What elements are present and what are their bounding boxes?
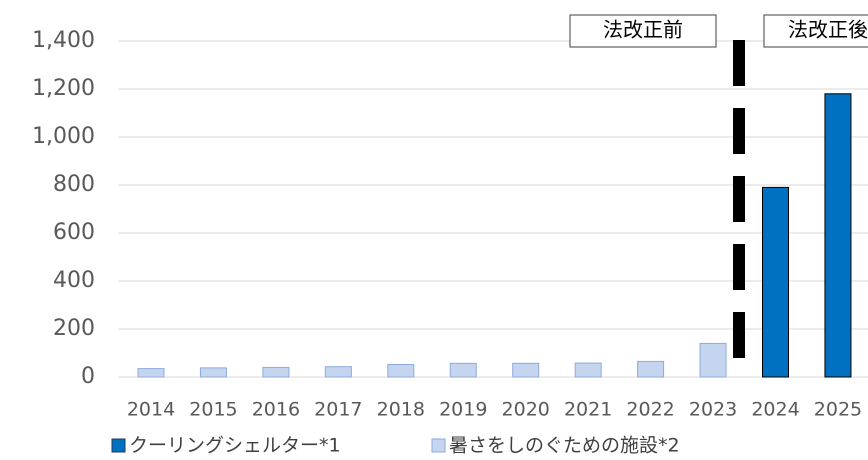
bar	[137, 368, 165, 378]
bar	[512, 362, 540, 378]
x-tick-label: 2014	[127, 399, 175, 421]
legend-label: 暑さをしのぐための施設*2	[449, 435, 680, 457]
y-tick-label: 800	[53, 172, 95, 197]
annotation: 法改正後	[788, 18, 868, 42]
x-tick-label: 2016	[252, 399, 300, 421]
bar	[262, 366, 290, 378]
x-tick-label: 2021	[564, 399, 612, 421]
y-tick-label: 1,200	[32, 76, 95, 101]
x-tick-label: 2024	[751, 399, 799, 421]
legend-swatch	[111, 438, 126, 453]
x-tick-label: 2023	[689, 399, 737, 421]
bar	[824, 93, 852, 378]
x-tick-label: 2022	[626, 399, 674, 421]
bar	[324, 366, 352, 378]
y-tick-label: 400	[53, 268, 95, 293]
y-tick-label: 1,400	[32, 28, 95, 53]
bar	[699, 342, 727, 378]
x-tick-label: 2019	[439, 399, 487, 421]
bar	[449, 362, 477, 378]
y-tick-label: 1,000	[32, 124, 95, 149]
bar	[387, 364, 415, 378]
x-tick-label: 2020	[502, 399, 550, 421]
legend-label: クーリングシェルター*1	[129, 435, 341, 457]
bar	[199, 367, 227, 378]
bar	[762, 186, 789, 378]
legend-swatch	[431, 438, 446, 453]
x-tick-label: 2025	[814, 399, 862, 421]
x-tick-label: 2018	[377, 399, 425, 421]
y-tick-label: 200	[53, 316, 95, 341]
y-tick-label: 600	[53, 220, 95, 245]
annotation: 法改正前	[603, 18, 683, 42]
annotation-box	[763, 14, 868, 48]
y-tick-label: 0	[81, 364, 95, 389]
x-tick-label: 2017	[314, 399, 362, 421]
annotation-box	[569, 14, 717, 48]
bar	[574, 362, 602, 378]
x-tick-label: 2015	[189, 399, 237, 421]
bar	[637, 360, 665, 378]
